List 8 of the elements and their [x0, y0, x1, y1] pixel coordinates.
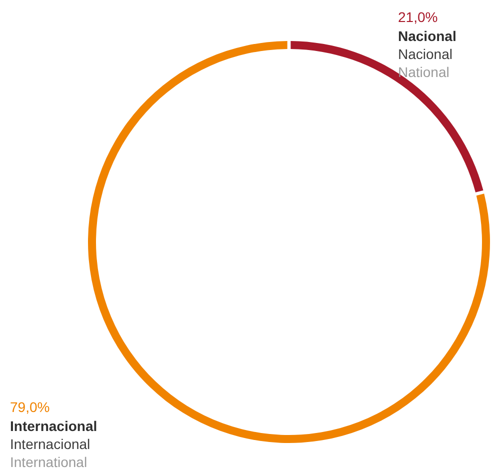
data-label: 21,0% — [398, 9, 438, 25]
slice-label: Internacional — [10, 418, 98, 434]
text: National — [398, 64, 450, 80]
slice-label: Nacional — [398, 46, 452, 62]
slice-label: Nacional — [398, 28, 456, 44]
slice-label: Internacional — [10, 436, 90, 452]
text: International — [10, 454, 88, 470]
data-label: 79,0% — [10, 399, 50, 415]
